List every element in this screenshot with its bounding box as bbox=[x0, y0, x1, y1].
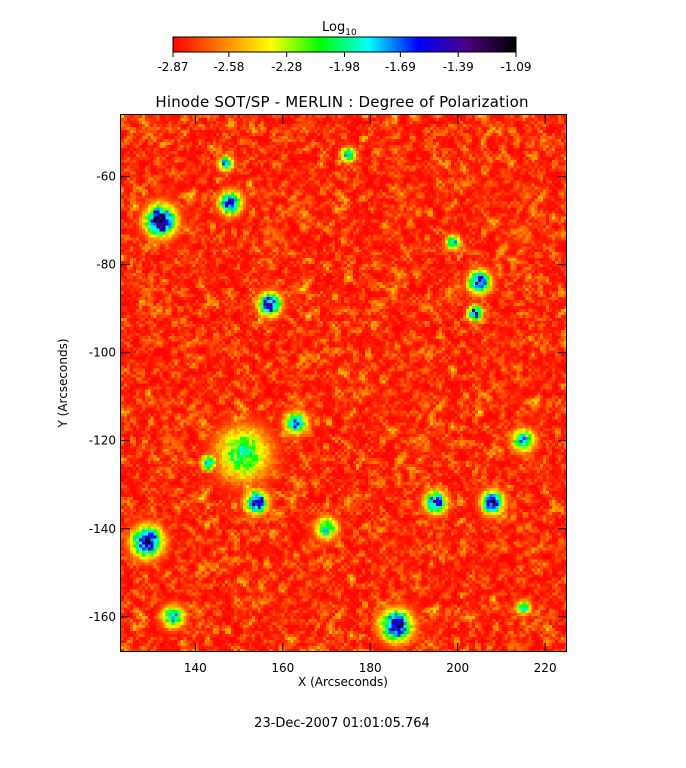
colorbar-tick-label: -1.39 bbox=[443, 60, 474, 74]
x-axis: 140 160 180 200 220 bbox=[184, 115, 557, 675]
colorbar-tick-label: -1.09 bbox=[500, 60, 531, 74]
colorbar-title-base: Log bbox=[322, 20, 345, 35]
timestamp: 23-Dec-2007 01:01:05.764 bbox=[254, 716, 430, 731]
x-tick-label: 220 bbox=[534, 661, 557, 675]
y-tick-label: -160 bbox=[89, 610, 116, 624]
y-tick-label: -100 bbox=[89, 346, 116, 360]
colorbar bbox=[172, 36, 517, 53]
polarization-map bbox=[121, 115, 567, 652]
colorbar-tick-label: -1.69 bbox=[385, 60, 416, 74]
y-tick-label: -120 bbox=[89, 434, 116, 448]
x-axis-label: X (Arcseconds) bbox=[298, 675, 388, 689]
colorbar-tick-label: -1.98 bbox=[329, 60, 360, 74]
colorbar-title: Log10 bbox=[322, 20, 357, 38]
x-tick-label: 160 bbox=[271, 661, 294, 675]
x-tick-label: 200 bbox=[446, 661, 469, 675]
y-axis-label: Y (Arcseconds) bbox=[56, 338, 70, 428]
chart-title: Hinode SOT/SP - MERLIN : Degree of Polar… bbox=[155, 93, 528, 111]
heatmap-plot-area bbox=[120, 114, 567, 652]
y-tick-label: -60 bbox=[96, 170, 116, 184]
y-tick-label: -80 bbox=[96, 258, 116, 272]
colorbar-title-sub: 10 bbox=[345, 28, 357, 38]
colorbar-tick-label: -2.87 bbox=[157, 60, 188, 74]
colorbar-tick-label: -2.58 bbox=[213, 60, 244, 74]
y-tick-label: -140 bbox=[89, 522, 116, 536]
x-tick-label: 140 bbox=[184, 661, 207, 675]
colorbar-ticks: -2.87 -2.58 -2.28 -1.98 -1.69 -1.39 -1.09 bbox=[157, 52, 532, 74]
y-axis: -60 -80 -100 -120 -140 -160 bbox=[89, 170, 567, 624]
x-tick-label: 180 bbox=[359, 661, 382, 675]
plot-frame bbox=[120, 114, 567, 652]
colorbar-tick-label: -2.28 bbox=[271, 60, 302, 74]
